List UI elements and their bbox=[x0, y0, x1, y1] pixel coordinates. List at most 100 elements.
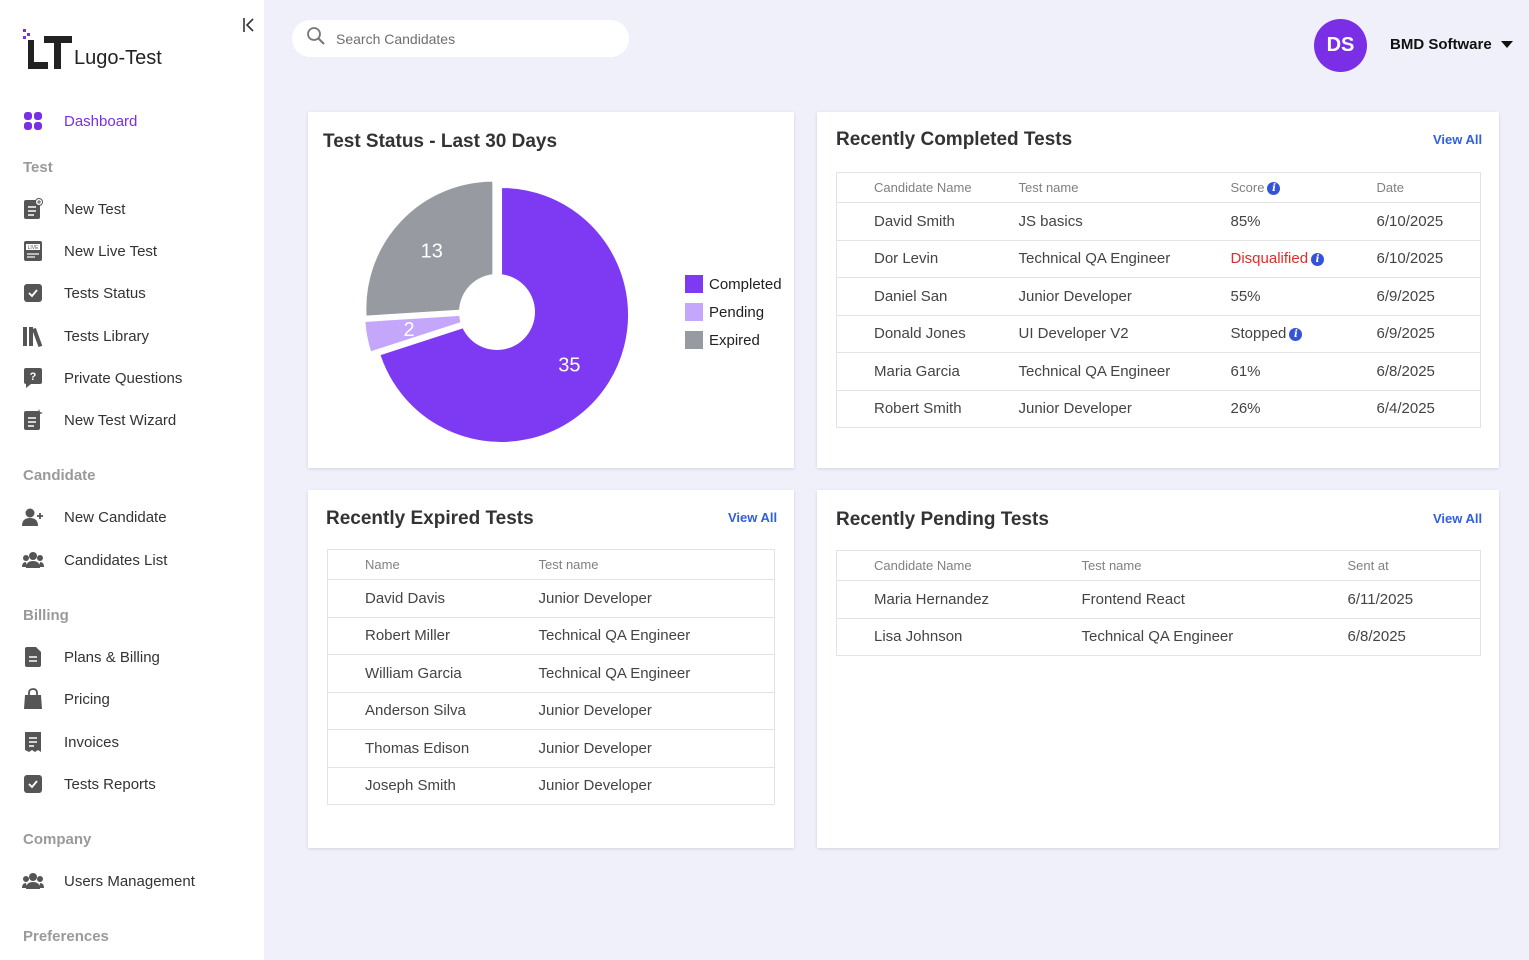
search-input[interactable] bbox=[336, 30, 596, 47]
table-header-row: Candidate Name Test name Sent at bbox=[837, 551, 1481, 581]
candidate-link[interactable]: Dor Levin bbox=[836, 239, 1019, 278]
section-company: Company bbox=[23, 831, 92, 848]
section-billing: Billing bbox=[23, 607, 69, 624]
legend-item-expired[interactable]: Expired bbox=[685, 326, 782, 354]
section-test: Test bbox=[23, 159, 53, 176]
sidebar-item-label: New Test Wizard bbox=[64, 411, 177, 429]
legend-swatch bbox=[685, 303, 703, 321]
column-header: Sent at bbox=[1347, 558, 1389, 573]
table-row: Joseph Smith Junior Developer bbox=[327, 766, 775, 805]
column-header: Candidate Name bbox=[874, 558, 972, 573]
candidate-link[interactable]: Robert Smith bbox=[836, 389, 1019, 428]
test-link[interactable]: Technical QA Engineer bbox=[538, 654, 775, 692]
candidate-link[interactable]: Donald Jones bbox=[836, 314, 1019, 353]
sent-date: 6/11/2025 bbox=[1347, 580, 1481, 618]
sidebar-item-label: Invoices bbox=[64, 733, 120, 751]
info-icon[interactable]: i bbox=[1289, 327, 1303, 341]
completed-tests-card: Recently Completed Tests View All Candid… bbox=[817, 112, 1499, 468]
legend-swatch bbox=[685, 331, 703, 349]
table-row: Daniel San Junior Developer 55% 6/9/2025 bbox=[836, 277, 1481, 315]
sidebar-item-new-test[interactable]: New Test bbox=[22, 196, 125, 222]
sidebar-item-plans-billing[interactable]: Plans & Billing bbox=[22, 644, 160, 670]
slice-expired[interactable] bbox=[364, 179, 495, 318]
date: 6/8/2025 bbox=[1376, 352, 1481, 390]
candidate-link[interactable]: William Garcia bbox=[327, 654, 539, 692]
svg-text:LIVE: LIVE bbox=[28, 245, 40, 251]
avatar[interactable]: DS bbox=[1314, 19, 1367, 72]
column-header: Date bbox=[1376, 180, 1404, 195]
score: 85% bbox=[1230, 202, 1377, 240]
sidebar-item-label: Pricing bbox=[64, 690, 110, 708]
sidebar-item-invoices[interactable]: Invoices bbox=[22, 729, 119, 755]
test-link[interactable]: JS basics bbox=[1018, 202, 1231, 240]
table-row: Maria Garcia Technical QA Engineer 61% 6… bbox=[836, 352, 1481, 390]
logo[interactable]: Lugo-Test bbox=[22, 28, 162, 72]
slice-value-label: 13 bbox=[421, 241, 443, 263]
test-link[interactable]: Technical QA Engineer bbox=[1018, 239, 1231, 278]
pending-table: Candidate Name Test name Sent at Maria H… bbox=[836, 550, 1481, 656]
collapse-sidebar-icon[interactable] bbox=[240, 16, 258, 38]
search-bar[interactable] bbox=[292, 20, 629, 57]
sidebar-item-private-questions[interactable]: ? Private Questions bbox=[22, 365, 182, 391]
app-name: Lugo-Test bbox=[74, 47, 162, 69]
sidebar-item-users-management[interactable]: Users Management bbox=[22, 868, 195, 894]
slice-value-label: 2 bbox=[404, 319, 415, 341]
card-title: Test Status - Last 30 Days bbox=[323, 131, 558, 152]
donut-hole bbox=[459, 274, 535, 350]
sidebar-item-new-live-test[interactable]: LIVE New Live Test bbox=[22, 238, 157, 264]
sidebar-item-label: New Candidate bbox=[64, 508, 167, 526]
slice-pending[interactable] bbox=[363, 311, 493, 354]
sidebar-item-new-candidate[interactable]: New Candidate bbox=[22, 504, 167, 530]
info-icon[interactable]: i bbox=[1311, 252, 1325, 266]
sidebar-item-pricing[interactable]: Pricing bbox=[22, 686, 110, 712]
card-title: Recently Completed Tests bbox=[836, 129, 1073, 150]
legend-label: Completed bbox=[709, 275, 782, 293]
sidebar-item-label: Dashboard bbox=[64, 112, 138, 130]
candidate-link[interactable]: David Davis bbox=[327, 579, 539, 617]
view-all-completed-link[interactable]: View All bbox=[1433, 132, 1483, 147]
test-link[interactable]: Junior Developer bbox=[538, 729, 775, 767]
candidate-link[interactable]: Joseph Smith bbox=[327, 766, 539, 805]
date: 6/9/2025 bbox=[1376, 277, 1481, 315]
view-all-expired-link[interactable]: View All bbox=[728, 510, 778, 525]
completed-table: Candidate Name Test name Score i Date Dav… bbox=[836, 172, 1481, 428]
test-link[interactable]: UI Developer V2 bbox=[1018, 314, 1231, 353]
candidate-link[interactable]: Maria Garcia bbox=[836, 352, 1019, 390]
candidate-link[interactable]: Daniel San bbox=[836, 277, 1019, 315]
sidebar-item-candidates-list[interactable]: Candidates List bbox=[22, 547, 167, 573]
sidebar-item-label: New Live Test bbox=[64, 242, 158, 260]
test-link[interactable]: Technical QA Engineer bbox=[1081, 617, 1348, 656]
candidate-link[interactable]: Lisa Johnson bbox=[836, 617, 1082, 656]
test-link[interactable]: Junior Developer bbox=[538, 766, 775, 805]
sidebar-item-new-test-wizard[interactable]: New Test Wizard bbox=[22, 407, 176, 433]
test-link[interactable]: Junior Developer bbox=[1018, 389, 1231, 428]
candidate-link[interactable]: David Smith bbox=[836, 202, 1019, 240]
candidate-link[interactable]: Thomas Edison bbox=[327, 729, 539, 767]
sidebar-item-tests-library[interactable]: Tests Library bbox=[22, 323, 149, 349]
test-link[interactable]: Frontend React bbox=[1081, 580, 1348, 618]
test-link[interactable]: Technical QA Engineer bbox=[538, 616, 775, 655]
date: 6/10/2025 bbox=[1376, 202, 1481, 240]
card-title: Recently Expired Tests bbox=[326, 508, 534, 529]
document-icon bbox=[22, 646, 44, 668]
test-link[interactable]: Junior Developer bbox=[538, 579, 775, 617]
test-link[interactable]: Junior Developer bbox=[538, 691, 775, 730]
legend-item-pending[interactable]: Pending bbox=[685, 298, 782, 326]
dashboard-icon bbox=[22, 110, 44, 132]
svg-text:?: ? bbox=[30, 371, 37, 383]
sidebar-item-label: Plans & Billing bbox=[64, 648, 160, 666]
test-link[interactable]: Technical QA Engineer bbox=[1018, 352, 1231, 390]
candidate-link[interactable]: Robert Miller bbox=[327, 616, 539, 655]
sidebar-item-tests-reports[interactable]: Tests Reports bbox=[22, 771, 156, 797]
account-menu[interactable]: BMD Software bbox=[1390, 36, 1513, 53]
legend-item-completed[interactable]: Completed bbox=[685, 270, 782, 298]
table-row: Anderson Silva Junior Developer bbox=[327, 691, 775, 730]
sidebar-item-tests-status[interactable]: Tests Status bbox=[22, 280, 146, 306]
column-header: Score i bbox=[1231, 173, 1377, 203]
candidate-link[interactable]: Anderson Silva bbox=[327, 691, 539, 730]
sidebar-item-dashboard[interactable]: Dashboard bbox=[22, 108, 137, 134]
view-all-pending-link[interactable]: View All bbox=[1433, 511, 1483, 526]
test-link[interactable]: Junior Developer bbox=[1018, 277, 1231, 315]
info-icon[interactable]: i bbox=[1267, 182, 1281, 196]
candidate-link[interactable]: Maria Hernandez bbox=[836, 580, 1082, 618]
